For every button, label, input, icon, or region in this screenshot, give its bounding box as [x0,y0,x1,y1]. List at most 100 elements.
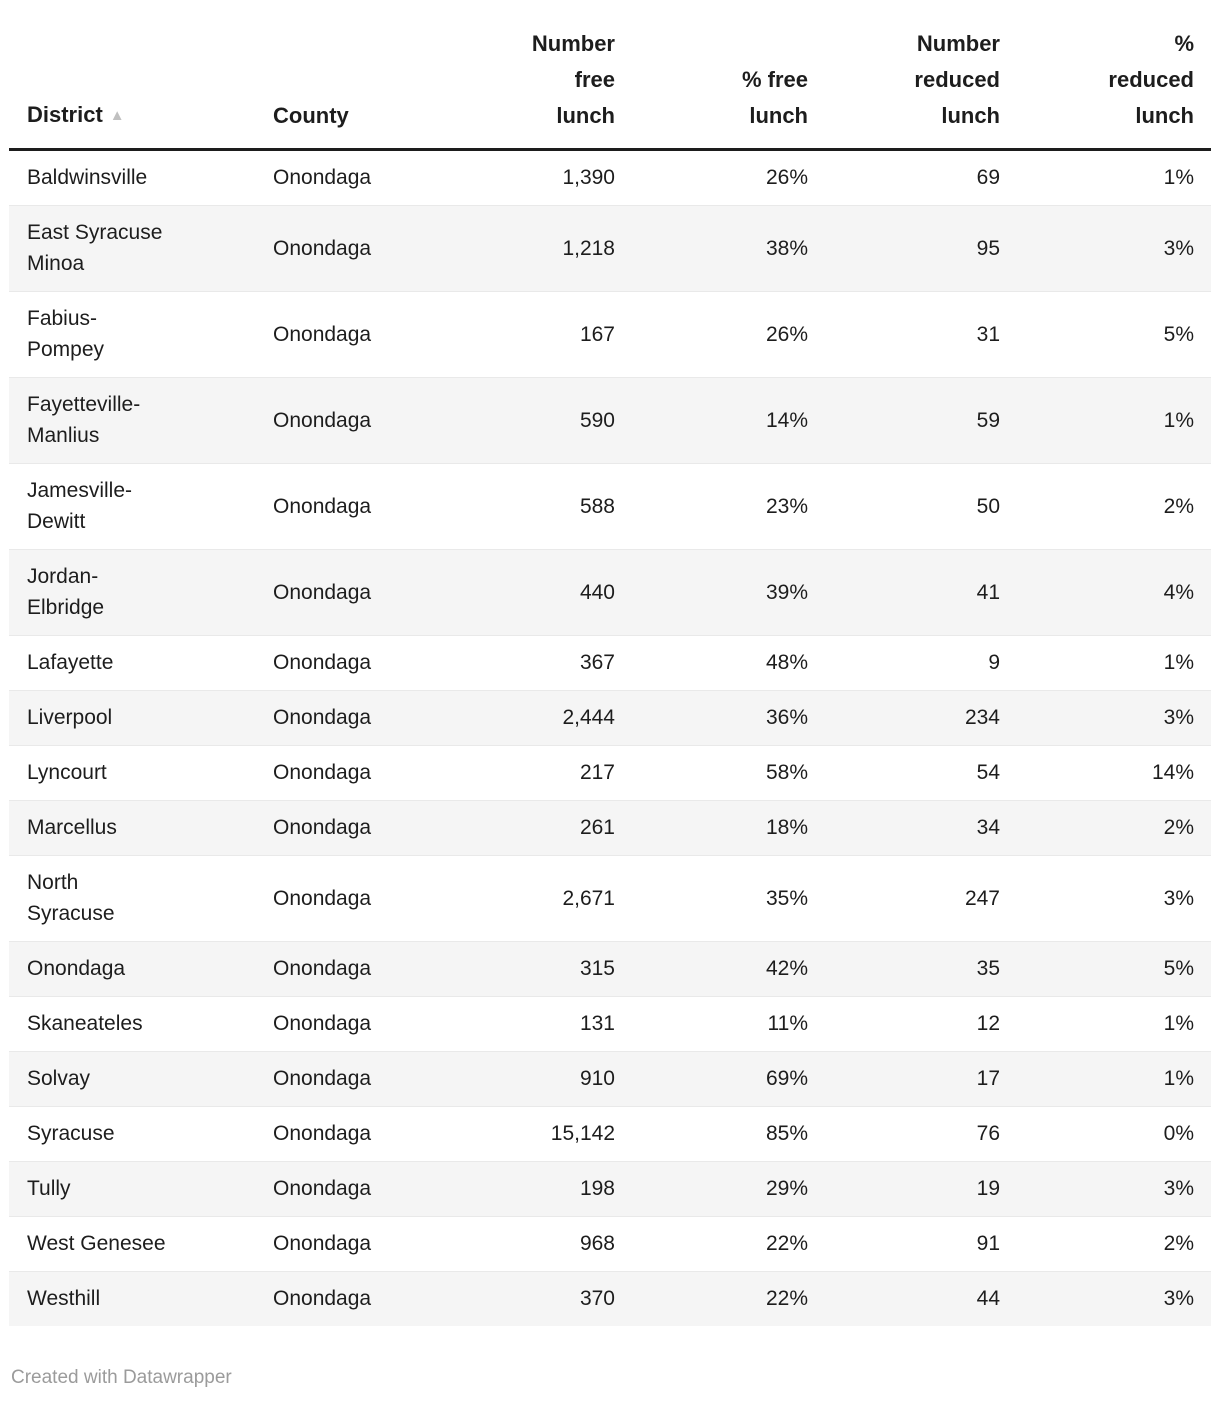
cell-district: East Syracuse Minoa [9,205,255,292]
cell-county: Onondaga [255,1216,439,1272]
cell-county: Onondaga [273,166,372,189]
column-header-pct-free-lunch[interactable]: % free lunch [632,0,825,151]
cell-pct_free_lunch: 39% [632,549,825,636]
column-header-district[interactable]: District ▲ [9,0,255,151]
cell-number_reduced_lunch: 50 [825,463,1017,550]
cell-number_free_lunch: 261 [439,800,632,856]
sort-ascending-icon: ▲ [109,107,125,124]
cell-number_free_lunch: 370 [439,1271,632,1326]
table-row: Jamesville- Dewitt Onondaga 588 23% 50 2% [9,463,1211,550]
cell-county: Onondaga [255,855,439,942]
cell-district: Tully [9,1161,255,1217]
column-header-district-label: District [27,102,103,127]
cell-number_reduced_lunch: 54 [825,745,1017,801]
table-row: Lyncourt Onondaga 217 58% 54 14% [9,745,1211,801]
cell-pct_free_lunch: 22% [632,1216,825,1272]
table-row: Liverpool Onondaga 2,444 36% 234 3% [9,690,1211,746]
cell-number_reduced_lunch: 35 [825,941,1017,997]
cell-number_free_lunch: 910 [439,1051,632,1107]
table-header: District ▲ County Number free lunch % fre… [9,0,1211,151]
cell-pct_free_lunch: 29% [632,1161,825,1217]
column-header-county[interactable]: County [255,0,439,151]
cell-number_reduced_lunch: 34 [825,800,1017,856]
cell-number_free_lunch: 367 [439,635,632,691]
cell-district: Fayetteville- Manlius [9,377,255,464]
cell-number_free_lunch: 968 [439,1216,632,1272]
cell-district: Jordan- Elbridge [9,549,255,636]
cell-pct_reduced_lunch: 4% [1017,549,1211,636]
cell-county: Onondaga [255,1106,439,1162]
cell-county: Onondaga [255,463,439,550]
cell-number_free_lunch: 440 [439,549,632,636]
cell-number_reduced_lunch: 76 [825,1106,1017,1162]
cell-district: Marcellus [9,800,255,856]
cell-county: Onondaga [255,745,439,801]
cell-number_free_lunch: 2,444 [439,690,632,746]
cell-pct_free_lunch: 22% [632,1271,825,1326]
cell-number_free_lunch: 315 [439,941,632,997]
cell-pct_free_lunch: 58% [632,745,825,801]
column-header-pct-free-lunch-label: % free lunch [741,67,808,128]
cell-number_reduced_lunch: 69 [976,166,1000,189]
cell-district: North Syracuse [9,855,255,942]
cell-district: Skaneateles [9,996,255,1052]
cell-county: Onondaga [255,1161,439,1217]
cell-number_reduced_lunch: 41 [825,549,1017,636]
column-header-county-label: County [273,103,349,128]
cell-pct_free_lunch: 85% [632,1106,825,1162]
cell-number_reduced_lunch: 59 [825,377,1017,464]
datawrapper-credit[interactable]: Created with Datawrapper [11,1367,232,1388]
table-row: Baldwinsville Onondaga 1,390 26% 69 1% [9,150,1211,206]
cell-number_free_lunch: 1,390 [562,166,615,189]
cell-county: Onondaga [255,205,439,292]
cell-number_reduced_lunch: 12 [825,996,1017,1052]
cell-pct_reduced_lunch: 3% [1017,1161,1211,1217]
cell-number_reduced_lunch: 19 [825,1161,1017,1217]
cell-number_reduced_lunch: 95 [825,205,1017,292]
table-row: Onondaga Onondaga 315 42% 35 5% [9,941,1211,997]
cell-district: Solvay [9,1051,255,1107]
column-header-number-free-lunch[interactable]: Number free lunch [439,0,632,151]
cell-pct_free_lunch: 48% [632,635,825,691]
table-row: Fabius- Pompey Onondaga 167 26% 31 5% [9,291,1211,378]
cell-pct_reduced_lunch: 3% [1017,855,1211,942]
column-header-number-reduced-lunch[interactable]: Number reduced lunch [825,0,1017,151]
cell-pct_free_lunch: 69% [632,1051,825,1107]
table-row: North Syracuse Onondaga 2,671 35% 247 3% [9,855,1211,942]
cell-county: Onondaga [255,941,439,997]
cell-pct_reduced_lunch: 2% [1017,800,1211,856]
cell-district: Jamesville- Dewitt [9,463,255,550]
cell-county: Onondaga [255,635,439,691]
cell-county: Onondaga [255,800,439,856]
cell-district: Fabius- Pompey [9,291,255,378]
cell-pct_free_lunch: 14% [632,377,825,464]
cell-number_reduced_lunch: 17 [825,1051,1017,1107]
cell-pct_free_lunch: 23% [632,463,825,550]
cell-number_reduced_lunch: 44 [825,1271,1017,1326]
column-header-pct-reduced-lunch[interactable]: % reduced lunch [1017,0,1211,151]
cell-pct_reduced_lunch: 3% [1017,1271,1211,1326]
cell-pct_free_lunch: 11% [632,996,825,1052]
cell-number_free_lunch: 590 [439,377,632,464]
cell-pct_reduced_lunch: 1% [1017,635,1211,691]
table-body: Baldwinsville Onondaga 1,390 26% 69 1% East Sy… [9,150,1211,1326]
column-header-number-free-lunch-label: Number free lunch [531,31,615,128]
cell-district: West Genesee [9,1216,255,1272]
cell-pct_free_lunch: 42% [632,941,825,997]
table-row: Marcellus Onondaga 261 18% 34 2% [9,800,1211,856]
cell-district: Syracuse [9,1106,255,1162]
table-row: Skaneateles Onondaga 131 11% 12 1% [9,996,1211,1052]
cell-number_free_lunch: 15,142 [439,1106,632,1162]
column-header-pct-reduced-lunch-label: % reduced lunch [1108,31,1194,128]
cell-number_free_lunch: 217 [439,745,632,801]
cell-number_free_lunch: 131 [439,996,632,1052]
cell-county: Onondaga [255,549,439,636]
cell-pct_free_lunch: 26% [632,291,825,378]
table-row: Tully Onondaga 198 29% 19 3% [9,1161,1211,1217]
cell-number_reduced_lunch: 91 [825,1216,1017,1272]
cell-pct_reduced_lunch: 0% [1017,1106,1211,1162]
table-row: Fayetteville- Manlius Onondaga 590 14% 59 1% [9,377,1211,464]
table-row: Jordan- Elbridge Onondaga 440 39% 41 4% [9,549,1211,636]
table-row: Syracuse Onondaga 15,142 85% 76 0% [9,1106,1211,1162]
